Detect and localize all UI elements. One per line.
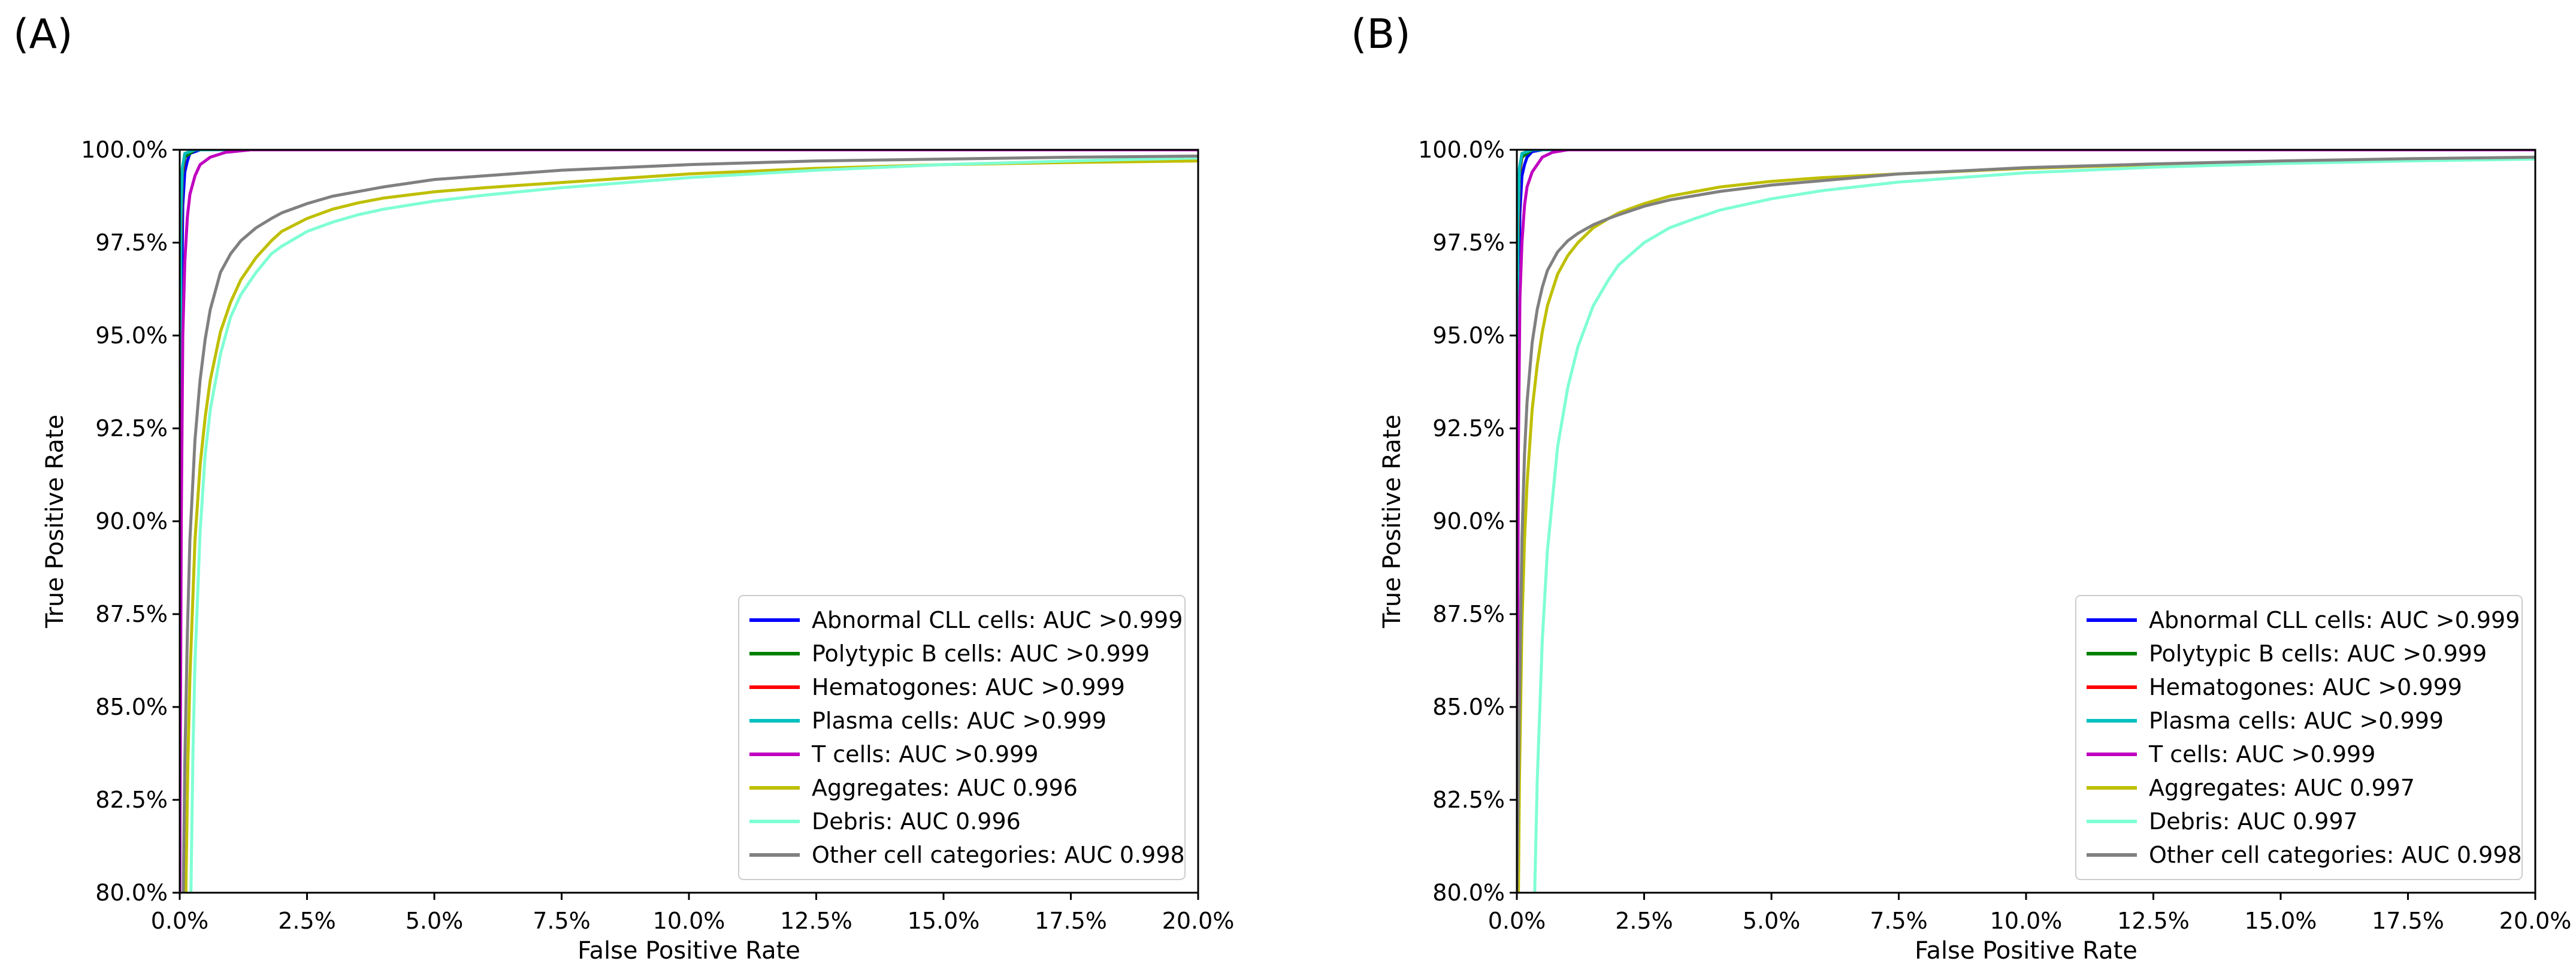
x-tick-label: 12.5% [780,908,852,934]
x-tick-label: 5.0% [1743,908,1801,934]
legend: Abnormal CLL cells: AUC >0.999 Polytypic … [738,595,1186,880]
x-tick-label: 7.5% [1870,908,1928,934]
panel-b: (B) 0.0% 2.5% 5.0% 7.5% 10.0% 12.5% 15.0% 17.5% 2… [1351,11,2571,965]
roc-curve-t-cells [180,150,1198,893]
legend-entry-aggregates: Aggregates: AUC 0.996 [812,775,1078,801]
y-tick-label: 100.0% [1418,137,1505,163]
legend-box [2075,595,2523,880]
y-tick-label: 80.0% [95,880,168,906]
y-tick-label: 80.0% [1432,880,1505,906]
roc-curve-other-cell-categories [182,155,1198,893]
legend-entry-abnormal-cll-cells: Abnormal CLL cells: AUC >0.999 [2149,607,2520,633]
y-axis-label: True Positive Rate [1378,415,1406,628]
x-tick-label: 0.0% [151,908,209,934]
y-tick-label: 87.5% [1432,601,1505,627]
y-tick-label: 95.0% [95,322,168,349]
y-tick-label: 100.0% [81,137,168,163]
legend-entry-plasma-cells: Plasma cells: AUC >0.999 [812,708,1106,734]
legend-entry-debris: Debris: AUC 0.996 [812,808,1021,835]
y-tick-label: 92.5% [95,415,168,442]
x-tick-label: 10.0% [1990,908,2063,934]
roc-curve-t-cells [1517,150,2535,893]
x-tick-label: 12.5% [2117,908,2190,934]
legend-entry-aggregates: Aggregates: AUC 0.997 [2149,775,2415,801]
x-tick-label: 0.0% [1488,908,1546,934]
x-axis-label: False Positive Rate [1915,937,2137,965]
legend-entry-t-cells: T cells: AUC >0.999 [811,741,1038,767]
roc-curve-debris [189,156,1198,893]
legend-entry-polytypic-b-cells: Polytypic B cells: AUC >0.999 [2149,640,2487,667]
y-tick-label: 82.5% [95,787,168,813]
legend-entry-hematogones: Hematogones: AUC >0.999 [2149,674,2462,700]
y-tick-label: 97.5% [95,229,168,256]
legend-box [738,595,1186,880]
legend-entry-abnormal-cll-cells: Abnormal CLL cells: AUC >0.999 [812,607,1183,633]
x-tick-label: 20.0% [2499,908,2572,934]
y-tick-label: 87.5% [95,601,168,627]
x-tick-label: 10.0% [653,908,725,934]
legend-entry-polytypic-b-cells: Polytypic B cells: AUC >0.999 [812,640,1150,667]
legend-entry-other-cell-categories: Other cell categories: AUC 0.998 [812,842,1185,868]
legend: Abnormal CLL cells: AUC >0.999 Polytypic … [2075,595,2523,880]
x-tick-label: 2.5% [278,908,336,934]
x-tick-label: 17.5% [1035,908,1107,934]
y-tick-label: 90.0% [95,508,168,534]
legend-entry-plasma-cells: Plasma cells: AUC >0.999 [2149,708,2444,734]
panel-a: (A) 0.0% 2.5% 5.0% 7.5% 10.0% 12.5% 15.0% 17.5% 2… [13,11,1234,965]
x-tick-label: 5.0% [406,908,464,934]
legend-entry-hematogones: Hematogones: AUC >0.999 [812,674,1125,700]
legend-entry-other-cell-categories: Other cell categories: AUC 0.998 [2149,842,2522,868]
x-tick-label: 17.5% [2372,908,2444,934]
panel-label: (A) [13,11,73,58]
y-tick-label: 95.0% [1432,322,1505,349]
y-tick-label: 82.5% [1432,787,1505,813]
x-tick-label: 2.5% [1615,908,1673,934]
panel-label: (B) [1351,11,1411,58]
roc-curve-aggregates [184,159,1198,893]
x-tick-label: 15.0% [908,908,980,934]
y-tick-label: 85.0% [1432,694,1505,720]
legend-entry-t-cells: T cells: AUC >0.999 [2148,741,2375,767]
x-tick-label: 20.0% [1162,908,1235,934]
x-tick-label: 15.0% [2245,908,2317,934]
y-tick-label: 90.0% [1432,508,1505,534]
x-axis-label: False Positive Rate [578,937,800,965]
y-tick-label: 97.5% [1432,229,1505,256]
y-axis-label: True Positive Rate [41,415,69,628]
y-tick-label: 92.5% [1432,415,1505,442]
legend-entry-debris: Debris: AUC 0.997 [2149,808,2358,835]
y-tick-label: 85.0% [95,694,168,720]
x-tick-label: 7.5% [533,908,591,934]
roc-curve-debris [1533,158,2535,893]
roc-curve-other-cell-categories [1517,155,2535,893]
